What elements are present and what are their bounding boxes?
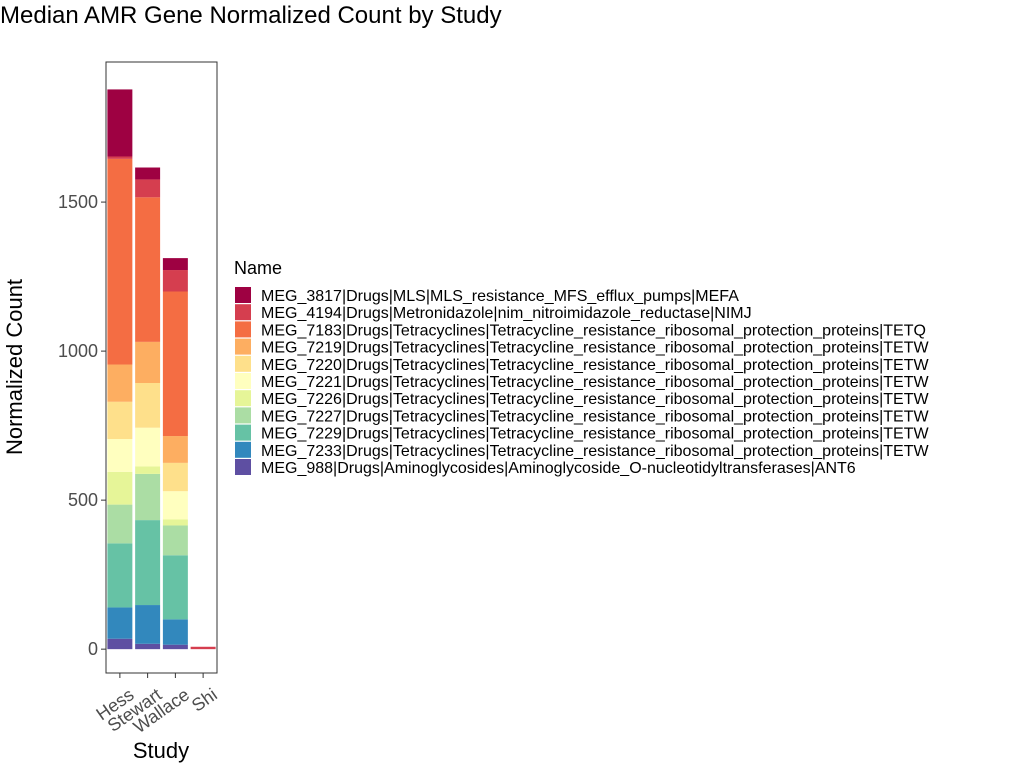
bar-segment-stewart-1	[135, 167, 161, 180]
legend-key-6	[235, 373, 251, 389]
legend: Name MEG_3817|Drugs|MLS|MLS_resistance_M…	[234, 258, 929, 477]
bar-segment-hess-4	[107, 364, 133, 402]
bar-segment-wallace-2	[162, 270, 188, 292]
bar-segment-hess-1	[107, 89, 133, 157]
legend-label-6: MEG_7221|Drugs|Tetracyclines|Tetracyclin…	[261, 374, 929, 391]
bar-segment-hess-10	[107, 607, 133, 639]
legend-items: MEG_3817|Drugs|MLS|MLS_resistance_MFS_ef…	[235, 287, 929, 477]
bar-segment-wallace-10	[162, 619, 188, 645]
bar-segment-hess-3	[107, 158, 133, 365]
bar-segment-stewart-2	[135, 179, 161, 198]
bar-segment-stewart-5	[135, 382, 161, 428]
legend-key-8	[235, 407, 251, 424]
legend-label-2: MEG_4194|Drugs|Metronidazole|nim_nitroim…	[261, 305, 752, 322]
bar-segment-hess-9	[107, 543, 133, 608]
bar-segment-stewart-7	[135, 466, 161, 474]
legend-label-10: MEG_7233|Drugs|Tetracyclines|Tetracyclin…	[261, 443, 929, 460]
y-axis: 0 500 1000 1500	[58, 192, 106, 659]
bar-segment-stewart-11	[135, 643, 161, 650]
y-axis-title: Normalized Count	[2, 279, 27, 455]
bar-segment-wallace-1	[162, 258, 188, 271]
y-tick-label: 1500	[58, 192, 98, 212]
legend-key-3	[235, 321, 251, 338]
legend-label-8: MEG_7227|Drugs|Tetracyclines|Tetracyclin…	[261, 408, 929, 425]
bar-segment-wallace-9	[162, 555, 188, 620]
bar-segment-wallace-11	[162, 644, 188, 650]
bar-segment-hess-11	[107, 638, 133, 650]
bar-segment-stewart-6	[135, 427, 161, 467]
legend-key-5	[235, 355, 251, 372]
legend-key-4	[235, 338, 251, 355]
legend-label-7: MEG_7226|Drugs|Tetracyclines|Tetracyclin…	[261, 391, 929, 408]
bar-segment-wallace-7	[162, 519, 188, 526]
bar-segment-hess-8	[107, 504, 133, 544]
bar-segment-stewart-4	[135, 341, 161, 383]
legend-label-3: MEG_7183|Drugs|Tetracyclines|Tetracyclin…	[261, 322, 926, 339]
bar-segment-stewart-3	[135, 197, 161, 342]
bar-segment-hess-2	[107, 156, 133, 159]
bar-segment-wallace-4	[162, 436, 188, 463]
legend-label-4: MEG_7219|Drugs|Tetracyclines|Tetracyclin…	[261, 340, 929, 357]
bars-layer	[107, 89, 216, 650]
legend-key-2	[235, 304, 251, 321]
x-tick-label-shi: Shi	[188, 684, 221, 715]
chart-title: Median AMR Gene Normalized Count by Stud…	[0, 2, 502, 29]
bar-segment-stewart-8	[135, 473, 161, 521]
legend-label-9: MEG_7229|Drugs|Tetracyclines|Tetracyclin…	[261, 426, 929, 443]
bar-segment-hess-7	[107, 471, 133, 505]
bar-segment-wallace-6	[162, 491, 188, 520]
legend-key-9	[235, 424, 251, 441]
bar-segment-wallace-3	[162, 291, 188, 437]
legend-key-1	[235, 287, 251, 303]
y-tick-label: 500	[68, 490, 98, 510]
legend-key-7	[235, 390, 251, 407]
bar-segment-stewart-10	[135, 605, 161, 644]
legend-label-1: MEG_3817|Drugs|MLS|MLS_resistance_MFS_ef…	[261, 288, 739, 305]
legend-key-11	[235, 459, 251, 475]
bar-segment-wallace-8	[162, 525, 188, 556]
y-tick-label: 0	[88, 639, 98, 659]
y-tick-label: 1000	[58, 341, 98, 361]
bar-segment-hess-6	[107, 439, 133, 472]
bar-segment-hess-5	[107, 401, 133, 440]
legend-label-11: MEG_988|Drugs|Aminoglycosides|Aminoglyco…	[261, 460, 856, 477]
legend-label-5: MEG_7220|Drugs|Tetracyclines|Tetracyclin…	[261, 357, 929, 374]
x-axis-title: Study	[133, 738, 189, 763]
legend-title: Name	[234, 258, 282, 278]
bar-segment-wallace-5	[162, 462, 188, 492]
bar-segment-stewart-9	[135, 520, 161, 606]
bar-segment-shi-2	[190, 646, 216, 650]
legend-key-10	[235, 441, 251, 458]
